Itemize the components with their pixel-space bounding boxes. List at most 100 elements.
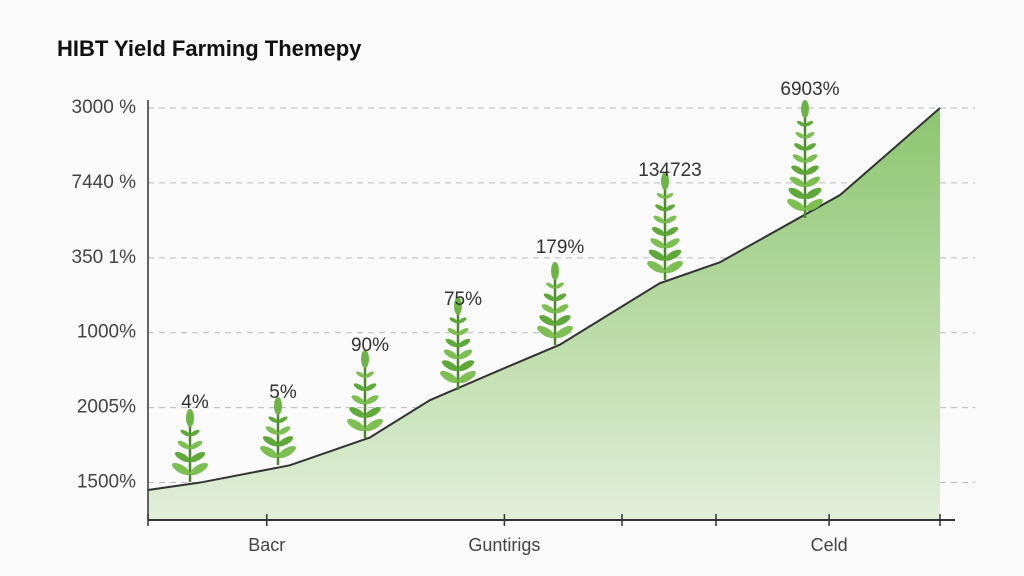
plant-leaf — [665, 193, 674, 199]
plant-leaf — [805, 187, 822, 199]
plant-leaf — [555, 304, 569, 314]
plant-leaf — [665, 249, 682, 261]
x-tick-label: Guntirigs — [468, 535, 540, 555]
plant-leaf — [174, 451, 190, 463]
plant-leaf — [651, 226, 665, 236]
plant-leaf — [190, 451, 206, 463]
plant-leaf — [791, 165, 805, 175]
plant-leaf — [555, 282, 564, 289]
plant-leaf — [177, 440, 190, 450]
chart-title: HIBT Yield Farming Themepy — [57, 36, 362, 61]
plant-leaf — [449, 317, 458, 324]
plant-leaf — [539, 315, 555, 326]
y-tick-label: 1000% — [77, 322, 136, 343]
plant-leaf — [661, 172, 669, 190]
annotation: 75% — [444, 289, 482, 310]
plant-leaf — [805, 154, 818, 163]
plant-leaf — [805, 165, 819, 175]
plant-leaf — [274, 397, 282, 415]
plant-leaf — [443, 349, 458, 360]
plant-leaf — [537, 325, 555, 339]
plant-leaf — [351, 395, 365, 405]
plant-leaf — [796, 120, 805, 127]
plant-leaf — [454, 297, 462, 315]
plant-leaf — [186, 409, 194, 427]
plant-leaf — [805, 176, 821, 187]
annotation: 4% — [181, 392, 209, 413]
plant-leaf — [445, 338, 458, 348]
y-tick-label: 7440 % — [72, 172, 137, 193]
plant-leaf — [458, 328, 469, 336]
plant-leaf — [365, 418, 383, 432]
plant-leaf — [788, 187, 805, 199]
y-tick-label: 2005% — [77, 397, 136, 418]
plant-leaf — [794, 143, 805, 151]
plant-leaf — [543, 293, 555, 302]
plant-leaf — [787, 198, 805, 212]
plant-leaf — [805, 198, 823, 212]
plant-leaf — [353, 383, 365, 392]
plants — [172, 100, 823, 482]
plant-leaf — [458, 338, 471, 348]
plant-leaf — [365, 395, 379, 405]
plant-leaf — [650, 238, 665, 249]
plant-leaf — [440, 370, 458, 384]
plant-leaf — [190, 429, 200, 437]
x-tick-label: Celd — [811, 535, 848, 555]
plant-leaf — [541, 304, 555, 314]
plant-leaf — [665, 226, 679, 236]
plant-leaf — [265, 426, 278, 435]
y-tick-label: 350 1% — [72, 247, 137, 268]
plant-leaf — [555, 325, 573, 339]
plant-leaf — [665, 204, 675, 212]
plant-leaf — [655, 204, 665, 212]
plant-leaf — [458, 360, 475, 372]
plant-leaf — [278, 416, 288, 423]
plant-leaf — [447, 328, 458, 336]
plant-leaf — [180, 429, 190, 437]
plant-leaf — [665, 260, 683, 274]
plant-leaf — [805, 143, 816, 151]
plant-leaf — [665, 215, 677, 224]
plant-leaf — [365, 383, 377, 392]
plant-leaf — [795, 132, 805, 139]
plant-leaf — [262, 436, 278, 447]
plant-leaf — [278, 426, 291, 435]
plant-leaf — [665, 238, 680, 249]
line — [147, 107, 941, 492]
plant-leaf — [190, 440, 203, 450]
area — [148, 108, 940, 520]
plant-leaf — [278, 436, 294, 447]
plant-leaf — [458, 317, 467, 324]
plant-leaf — [356, 371, 365, 378]
plant-leaf — [365, 371, 374, 378]
plant-leaf — [268, 416, 278, 423]
annotation: 134723 — [638, 160, 701, 181]
plant-leaf — [656, 193, 665, 199]
plant-leaf — [365, 407, 381, 418]
plant-leaf — [347, 418, 365, 432]
plant-leaf — [792, 154, 805, 163]
x-tick-label: Bacr — [248, 535, 285, 555]
plant-leaf — [648, 249, 665, 261]
plant-leaf — [441, 360, 458, 372]
annotation: 6903% — [780, 79, 839, 100]
plant-leaf — [647, 260, 665, 274]
plant-leaf — [190, 462, 208, 476]
plant-leaf — [789, 176, 805, 187]
plant-leaf — [801, 100, 809, 118]
plant-leaf — [458, 349, 473, 360]
plant-leaf — [551, 262, 559, 280]
annotation: 90% — [351, 335, 389, 356]
plant-leaf — [458, 370, 476, 384]
annotation: 179% — [536, 237, 585, 258]
plant-leaf — [260, 445, 278, 459]
plant-leaf — [805, 132, 815, 139]
annotation: 5% — [269, 382, 297, 403]
plant-leaf — [361, 350, 369, 368]
plant-leaf — [546, 282, 555, 289]
y-tick-label: 1500% — [77, 472, 136, 493]
plant-leaf — [555, 315, 571, 326]
plant-leaf — [172, 462, 190, 476]
